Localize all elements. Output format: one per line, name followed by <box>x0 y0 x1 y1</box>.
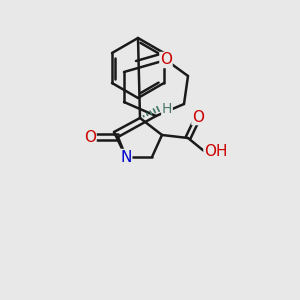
Text: O: O <box>84 130 96 145</box>
Text: O: O <box>192 110 204 124</box>
Text: O: O <box>160 52 172 68</box>
Text: OH: OH <box>204 143 227 158</box>
Text: H: H <box>162 102 172 116</box>
Text: N: N <box>120 149 132 164</box>
